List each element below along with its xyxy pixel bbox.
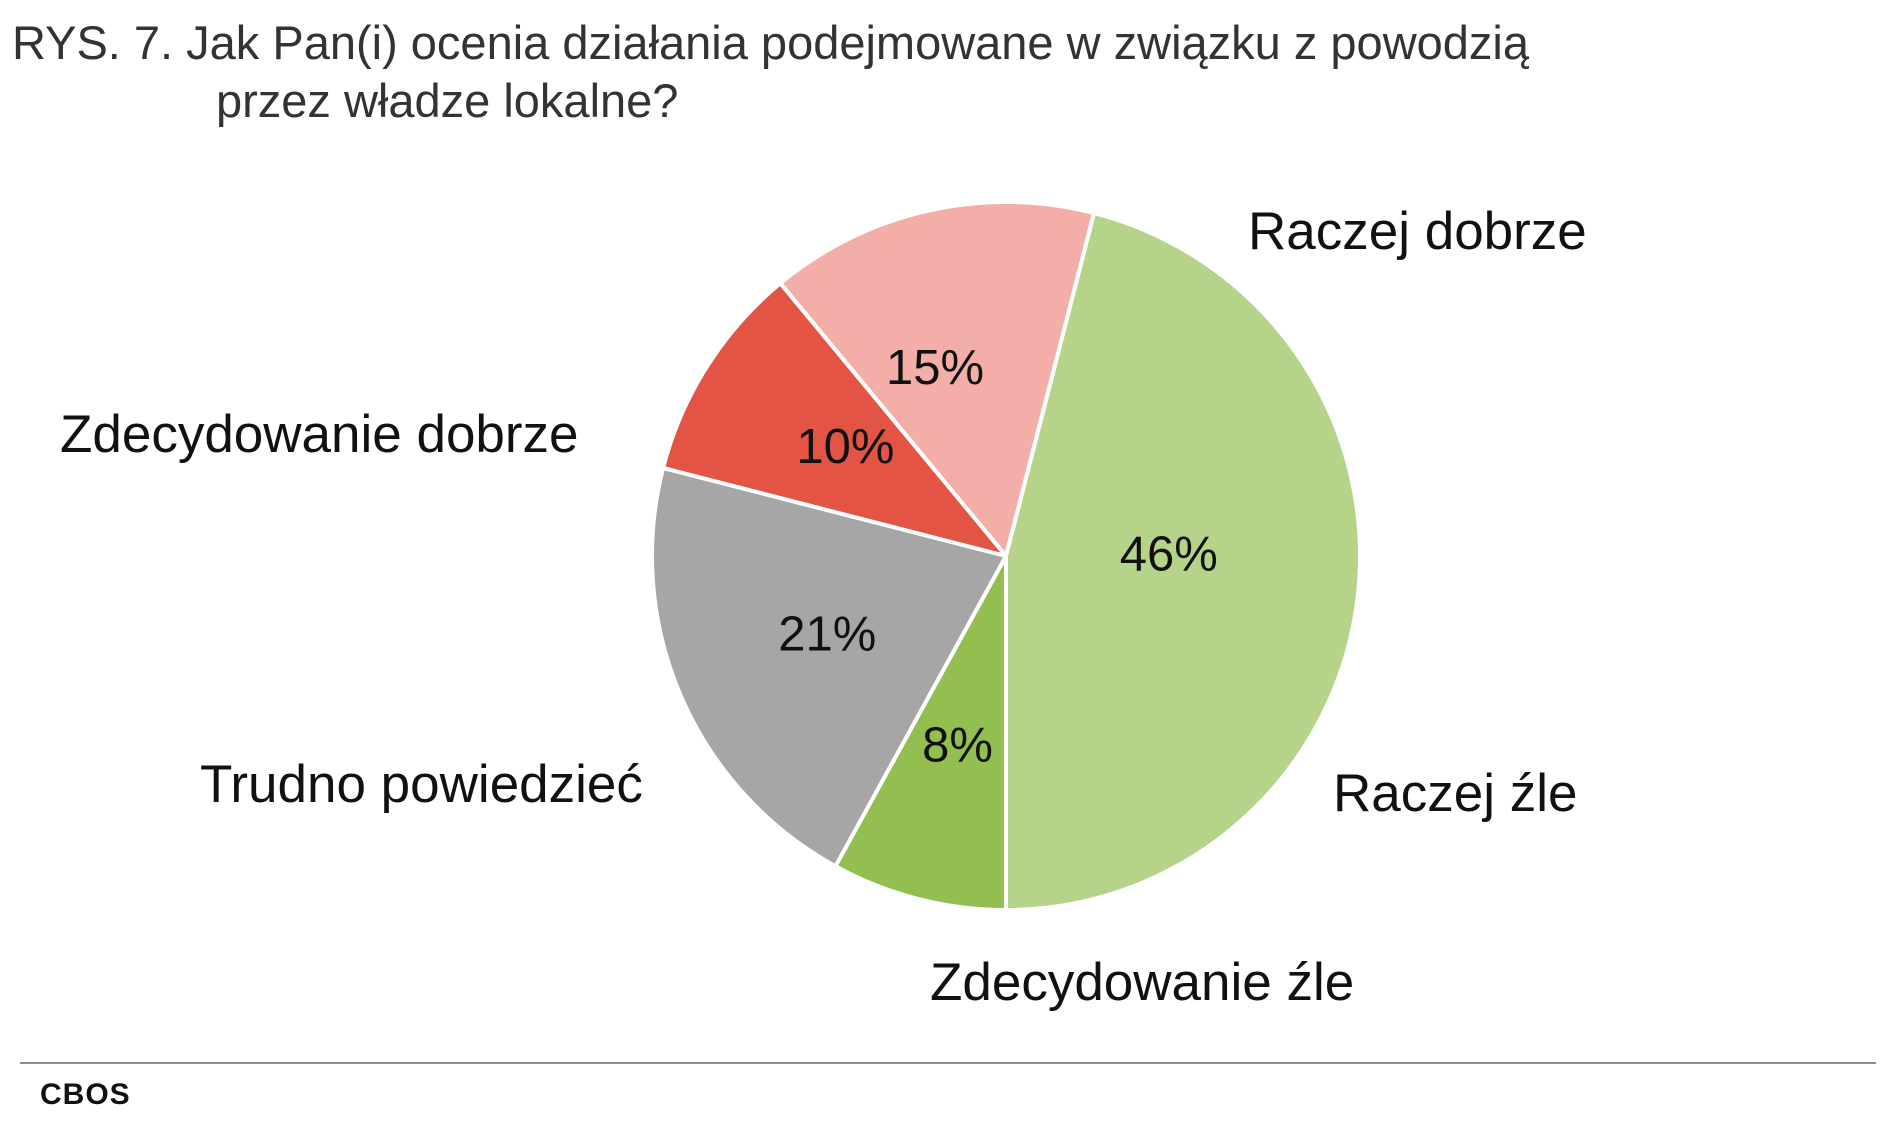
pie-category-label: Zdecydowanie dobrze [60, 405, 579, 464]
pie-slices [650, 200, 1363, 912]
pie-category-labels: Zdecydowanie dobrze Trudno powiedzieć Zdec… [60, 202, 1587, 1012]
pie-category-label: Zdecydowanie źle [930, 953, 1354, 1012]
pie-slice-zdecydowanie-le [661, 281, 1008, 558]
chart-title-line-2: przez władze lokalne? [216, 74, 679, 127]
pie-slice-raczej-dobrze [1004, 211, 1363, 912]
pie-value-label: 21% [778, 607, 876, 661]
pie-value-label: 46% [1120, 528, 1218, 582]
pie-slice-trudno-powiedzie- [650, 465, 1008, 869]
pie-value-label: 10% [796, 420, 894, 474]
source-label: CBOS [40, 1078, 131, 1111]
pie-category-label: Raczej dobrze [1248, 202, 1587, 261]
pie-category-label: Trudno powiedzieć [200, 755, 643, 814]
pie-value-label: 8% [922, 719, 993, 773]
pie-slice-raczej-le [778, 200, 1097, 558]
chart-title-line-1: RYS. 7. Jak Pan(i) ocenia działania pode… [12, 16, 1529, 69]
pie-value-labels: 8% 21% 10% 15% 46% [778, 341, 1218, 772]
pie-category-label: Raczej źle [1333, 764, 1577, 823]
chart-title: RYS. 7. Jak Pan(i) ocenia działania pode… [12, 14, 1872, 130]
footer-divider [20, 1062, 1876, 1064]
pie-value-label: 15% [886, 341, 984, 395]
pie-slice-zdecydowanie-dobrze [833, 554, 1008, 912]
